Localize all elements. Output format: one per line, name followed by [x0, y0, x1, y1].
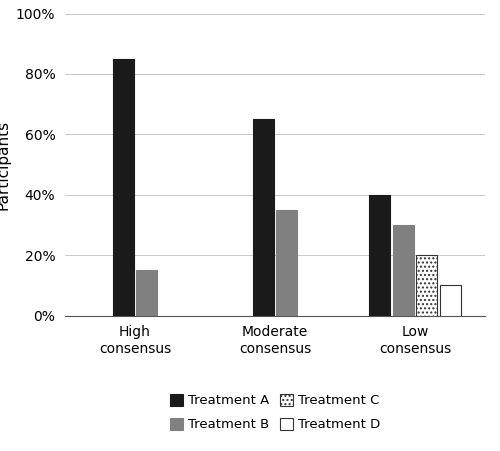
Bar — [440, 285, 461, 316]
Legend: Treatment A, Treatment B, Treatment C, Treatment D: Treatment A, Treatment B, Treatment C, T… — [164, 389, 386, 437]
Bar — [392, 225, 413, 316]
Bar — [369, 195, 390, 316]
Bar — [112, 59, 134, 316]
Bar — [276, 210, 297, 316]
Y-axis label: Participants: Participants — [0, 120, 10, 210]
Bar — [136, 271, 158, 316]
Bar — [416, 255, 438, 316]
Bar — [252, 119, 274, 316]
